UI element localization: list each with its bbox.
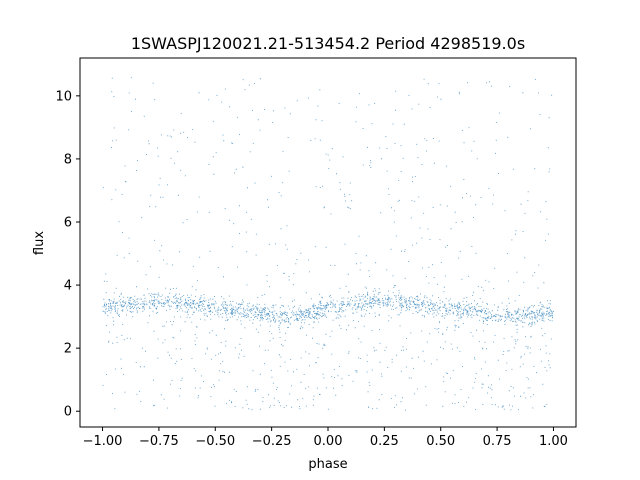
y-tick-label: 2: [64, 342, 72, 357]
x-tick-label: 0.00: [314, 434, 343, 449]
x-tick-label: 0.50: [426, 434, 455, 449]
y-axis-label: flux: [32, 231, 47, 255]
y-axis-ticks: 0 2 4 6 8 10: [55, 89, 80, 420]
y-tick-label: 8: [64, 152, 72, 167]
data-points: [102, 77, 554, 411]
x-axis-label: phase: [308, 457, 347, 472]
chart-title: 1SWASPJ120021.21-513454.2 Period 4298519…: [131, 34, 525, 53]
y-tick-label: 6: [64, 216, 72, 231]
x-tick-label: −1.00: [83, 434, 123, 449]
x-tick-label: 1.00: [539, 434, 568, 449]
plot-frame: [79, 57, 577, 428]
y-tick-label: 4: [64, 279, 72, 294]
x-tick-label: 0.25: [370, 434, 399, 449]
x-tick-label: −0.25: [252, 434, 292, 449]
scatter-points: [102, 77, 554, 411]
x-axis-ticks: −1.00 −0.75 −0.50 −0.25 0.00 0.25 0.50 0.75 1.00: [83, 427, 568, 449]
x-tick-label: 0.75: [483, 434, 512, 449]
y-tick-label: 0: [64, 405, 72, 420]
x-tick-label: −0.75: [139, 434, 179, 449]
x-tick-label: −0.50: [195, 434, 235, 449]
y-tick-label: 10: [55, 89, 72, 104]
